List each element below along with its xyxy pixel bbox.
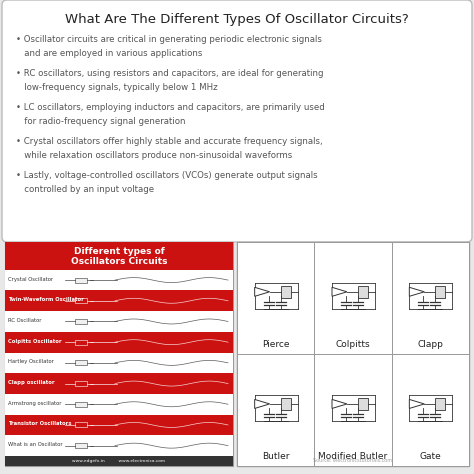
Bar	[75, 422, 87, 428]
Bar	[392, 242, 469, 354]
Bar	[5, 332, 233, 353]
Text: and are employed in various applications: and are employed in various applications	[16, 48, 202, 57]
Text: while relaxation oscillators produce non-sinusoidal waveforms: while relaxation oscillators produce non…	[16, 151, 292, 159]
Text: Crystal Oscillator: Crystal Oscillator	[8, 277, 53, 282]
Bar	[75, 319, 87, 324]
Bar	[5, 270, 233, 291]
Bar	[5, 353, 233, 373]
Text: What Are The Different Types Of Oscillator Circuits?: What Are The Different Types Of Oscillat…	[65, 13, 409, 26]
Bar	[5, 291, 233, 311]
Text: • Lastly, voltage-controlled oscillators (VCOs) generate output signals: • Lastly, voltage-controlled oscillators…	[16, 171, 318, 180]
Bar	[75, 278, 87, 283]
Text: Oscillators Circuits: Oscillators Circuits	[71, 257, 167, 266]
Text: Butler: Butler	[262, 452, 290, 461]
Text: Transistor Oscillators: Transistor Oscillators	[8, 421, 72, 427]
Text: • RC oscillators, using resistors and capacitors, are ideal for generating: • RC oscillators, using resistors and ca…	[16, 69, 323, 78]
Bar	[75, 381, 87, 386]
Text: low-frequency signals, typically below 1 MHz: low-frequency signals, typically below 1…	[16, 82, 218, 91]
Text: RC Oscillator: RC Oscillator	[8, 318, 42, 323]
Bar	[392, 354, 469, 466]
Text: • Oscillator circuits are critical in generating periodic electronic signals: • Oscillator circuits are critical in ge…	[16, 35, 322, 44]
Bar	[314, 354, 392, 466]
Bar	[358, 398, 368, 410]
Text: Colpitts Oscillator: Colpitts Oscillator	[8, 339, 62, 344]
Bar	[5, 394, 233, 415]
Bar	[237, 242, 469, 466]
Text: Pierce: Pierce	[262, 340, 290, 349]
Bar	[237, 242, 314, 354]
Text: Hartley Oscillator: Hartley Oscillator	[8, 359, 54, 365]
Text: Colpitts: Colpitts	[336, 340, 370, 349]
Bar	[314, 242, 392, 354]
Bar	[358, 286, 368, 298]
Text: Clapp: Clapp	[418, 340, 443, 349]
Bar	[435, 398, 446, 410]
Bar	[5, 373, 233, 394]
Text: www.edgefx.in          www.electronica.com: www.edgefx.in www.electronica.com	[73, 459, 165, 463]
Bar	[5, 242, 233, 270]
Bar	[281, 286, 291, 298]
Bar	[75, 340, 87, 345]
Text: controlled by an input voltage: controlled by an input voltage	[16, 184, 154, 193]
Bar	[5, 311, 233, 332]
Text: Different types of: Different types of	[73, 247, 164, 256]
Bar	[237, 354, 314, 466]
Bar	[5, 435, 233, 456]
Text: Twin-Waveform Oscillator: Twin-Waveform Oscillator	[8, 297, 84, 302]
Text: Source: electronicstutorials.com: Source: electronicstutorials.com	[313, 458, 392, 463]
Text: • LC oscillators, employing inductors and capacitors, are primarily used: • LC oscillators, employing inductors an…	[16, 103, 325, 112]
Text: • Crystal oscillators offer highly stable and accurate frequency signals,: • Crystal oscillators offer highly stabl…	[16, 137, 323, 146]
Text: Armstrong oscillator: Armstrong oscillator	[8, 401, 62, 406]
Bar	[75, 298, 87, 303]
Text: Modified Butler: Modified Butler	[319, 452, 388, 461]
FancyBboxPatch shape	[2, 0, 472, 242]
Bar	[281, 398, 291, 410]
Bar	[5, 242, 233, 466]
Bar	[5, 456, 233, 466]
Text: Clapp oscillator: Clapp oscillator	[8, 380, 55, 385]
Bar	[75, 443, 87, 448]
Bar	[75, 402, 87, 407]
Text: What is an Oscillator: What is an Oscillator	[8, 442, 63, 447]
Bar	[75, 360, 87, 365]
Bar	[435, 286, 446, 298]
Bar	[5, 415, 233, 435]
Text: for radio-frequency signal generation: for radio-frequency signal generation	[16, 117, 185, 126]
Text: Gate: Gate	[419, 452, 441, 461]
